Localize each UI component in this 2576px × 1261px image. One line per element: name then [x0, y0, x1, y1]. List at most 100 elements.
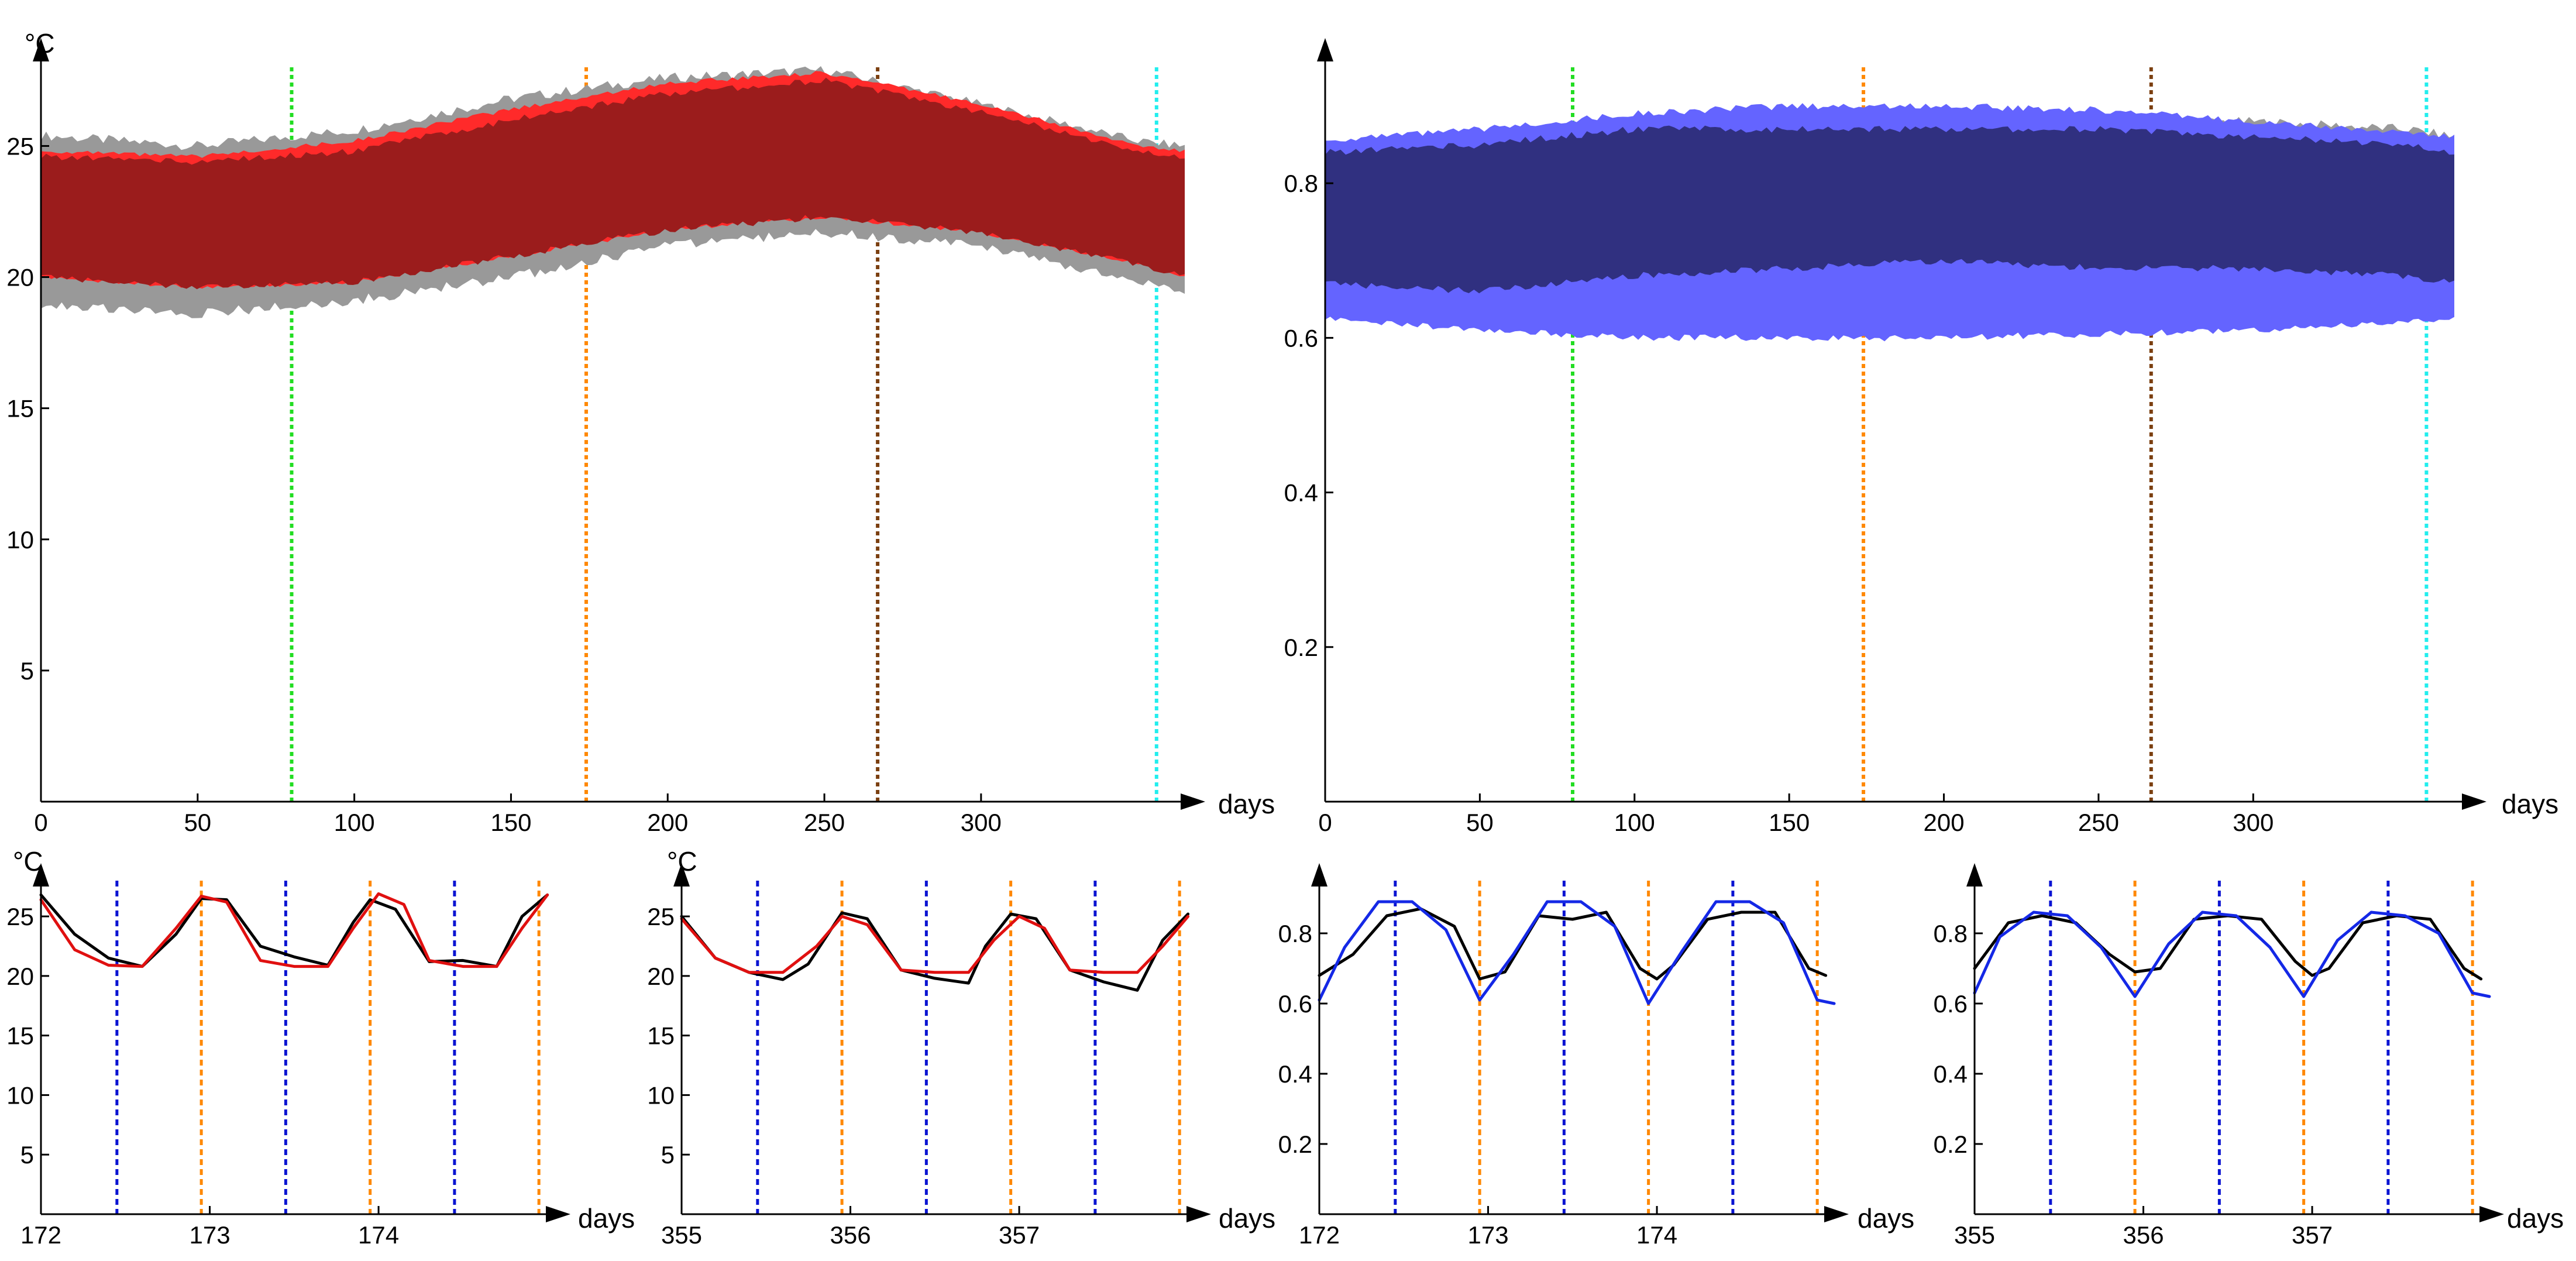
series-measured	[1318, 907, 1828, 981]
y-tick-label: 0.8	[1934, 920, 1968, 947]
y-axis-arrow-icon	[33, 38, 49, 61]
y-tick-label: 25	[647, 903, 675, 930]
temperature-summer-chart: 5 10 15 20 25 172 173 174 °C days	[6, 846, 635, 1249]
x-tick-label: 356	[830, 1221, 871, 1249]
band-series	[1325, 103, 2454, 342]
y-tick-label: 0.6	[1278, 990, 1312, 1018]
series-model	[1973, 910, 2491, 998]
x-tick-label: 150	[490, 809, 531, 836]
y-tick-label: 0.8	[1278, 920, 1312, 947]
x-tick-label: 50	[1466, 809, 1494, 836]
x-tick-label: 173	[189, 1221, 230, 1249]
x-tick-label: 150	[1769, 809, 1810, 836]
x-tick-label: 356	[2123, 1221, 2164, 1249]
x-tick-label: 173	[1467, 1221, 1508, 1249]
x-tick-label: 0	[1318, 809, 1332, 836]
y-tick-label: 25	[6, 132, 34, 160]
y-tick-label: 5	[20, 1141, 34, 1169]
x-tick-label: 172	[20, 1221, 61, 1249]
x-tick-label: 174	[1636, 1221, 1677, 1249]
x-axis-arrow-icon	[1181, 793, 1205, 810]
axes: 0.2 0.4 0.6 0.8 0 50 100 150 200 250 300	[1284, 38, 2486, 836]
axes: 5 10 15 20 25 172 173 174	[6, 863, 570, 1249]
y-axis-arrow-icon	[1317, 38, 1333, 61]
x-tick-label: 300	[2233, 809, 2274, 836]
y-tick-label: 0.4	[1284, 479, 1318, 507]
y-axis-arrow-icon	[1311, 863, 1327, 887]
vertical-markers	[115, 881, 541, 1214]
y-tick-label: 20	[647, 963, 675, 990]
x-axis-title: days	[1218, 789, 1275, 819]
band-overlap	[1325, 125, 2454, 294]
y-tick-label: 10	[647, 1081, 675, 1109]
x-axis-title: days	[2502, 789, 2558, 819]
series-measured	[680, 911, 1190, 992]
x-axis-arrow-icon	[1824, 1206, 1849, 1222]
x-tick-label: 357	[999, 1221, 1040, 1249]
vertical-markers	[2049, 881, 2474, 1214]
y-tick-label: 25	[6, 903, 34, 930]
series-model	[680, 915, 1190, 974]
y-axis-arrow-icon	[1966, 863, 1983, 887]
axes: 0.2 0.4 0.6 0.8 172 173 174	[1278, 863, 1849, 1249]
y-axis-title: °C	[667, 846, 697, 877]
y-tick-label: 10	[6, 526, 34, 554]
x-tick-label: 300	[961, 809, 1002, 836]
series-model	[1318, 900, 1836, 1005]
x-tick-label: 100	[1614, 809, 1655, 836]
y-tick-label: 15	[6, 395, 34, 422]
y-axis-title: °C	[13, 846, 43, 877]
x-axis-arrow-icon	[2462, 793, 2486, 810]
y-axis-arrow-icon	[33, 863, 49, 887]
y-tick-label: 0.6	[1934, 990, 1968, 1018]
x-axis-title: days	[1219, 1203, 1275, 1233]
axes: 0.2 0.4 0.6 0.8 355 356 357	[1934, 863, 2504, 1249]
x-tick-label: 355	[1954, 1221, 1995, 1249]
x-axis-title: days	[578, 1203, 635, 1233]
x-tick-label: 355	[661, 1221, 702, 1249]
line-series	[1318, 900, 1836, 1005]
x-tick-label: 174	[358, 1221, 399, 1249]
y-tick-label: 0.4	[1278, 1060, 1312, 1088]
x-tick-label: 250	[804, 809, 845, 836]
x-tick-label: 200	[1923, 809, 1964, 836]
x-tick-label: 100	[334, 809, 375, 836]
y-tick-label: 0.2	[1278, 1131, 1312, 1158]
line-series	[680, 911, 1190, 992]
x-tick-label: 357	[2292, 1221, 2333, 1249]
y-tick-label: 15	[647, 1022, 675, 1050]
y-tick-label: 20	[6, 963, 34, 990]
humidity-year-chart: 0.2 0.4 0.6 0.8 0 50 100 150 200 250 300 days	[1284, 38, 2558, 836]
y-axis-arrow-icon	[673, 863, 690, 887]
x-tick-label: 200	[647, 809, 688, 836]
humidity-winter-chart: 0.2 0.4 0.6 0.8 355 356 357 days	[1934, 863, 2564, 1249]
x-axis-title: days	[1858, 1203, 1914, 1233]
band-overlap	[41, 77, 1185, 290]
line-series	[1973, 910, 2491, 998]
axes: 5 10 15 20 25 355 356 357	[647, 863, 1211, 1249]
y-tick-label: 0.4	[1934, 1060, 1968, 1088]
y-tick-label: 10	[6, 1081, 34, 1109]
band-series	[41, 66, 1185, 318]
vertical-markers	[756, 881, 1181, 1214]
x-axis-arrow-icon	[546, 1206, 570, 1222]
y-tick-label: 5	[20, 657, 34, 685]
x-tick-label: 0	[34, 809, 47, 836]
vertical-markers	[1394, 881, 1819, 1214]
humidity-summer-chart: 0.2 0.4 0.6 0.8 172 173 174 days	[1278, 863, 1914, 1249]
y-tick-label: 0.6	[1284, 324, 1318, 352]
y-tick-label: 20	[6, 264, 34, 291]
x-axis-arrow-icon	[2479, 1206, 2504, 1222]
x-tick-label: 172	[1299, 1221, 1340, 1249]
y-tick-label: 0.2	[1934, 1131, 1968, 1158]
temperature-winter-chart: 5 10 15 20 25 355 356 357 °C days	[647, 846, 1275, 1249]
y-tick-label: 0.2	[1284, 634, 1318, 661]
series-model	[39, 892, 549, 968]
y-tick-label: 0.8	[1284, 170, 1318, 197]
y-axis-title: °C	[25, 28, 55, 59]
x-axis-arrow-icon	[1186, 1206, 1211, 1222]
y-tick-label: 15	[6, 1022, 34, 1050]
